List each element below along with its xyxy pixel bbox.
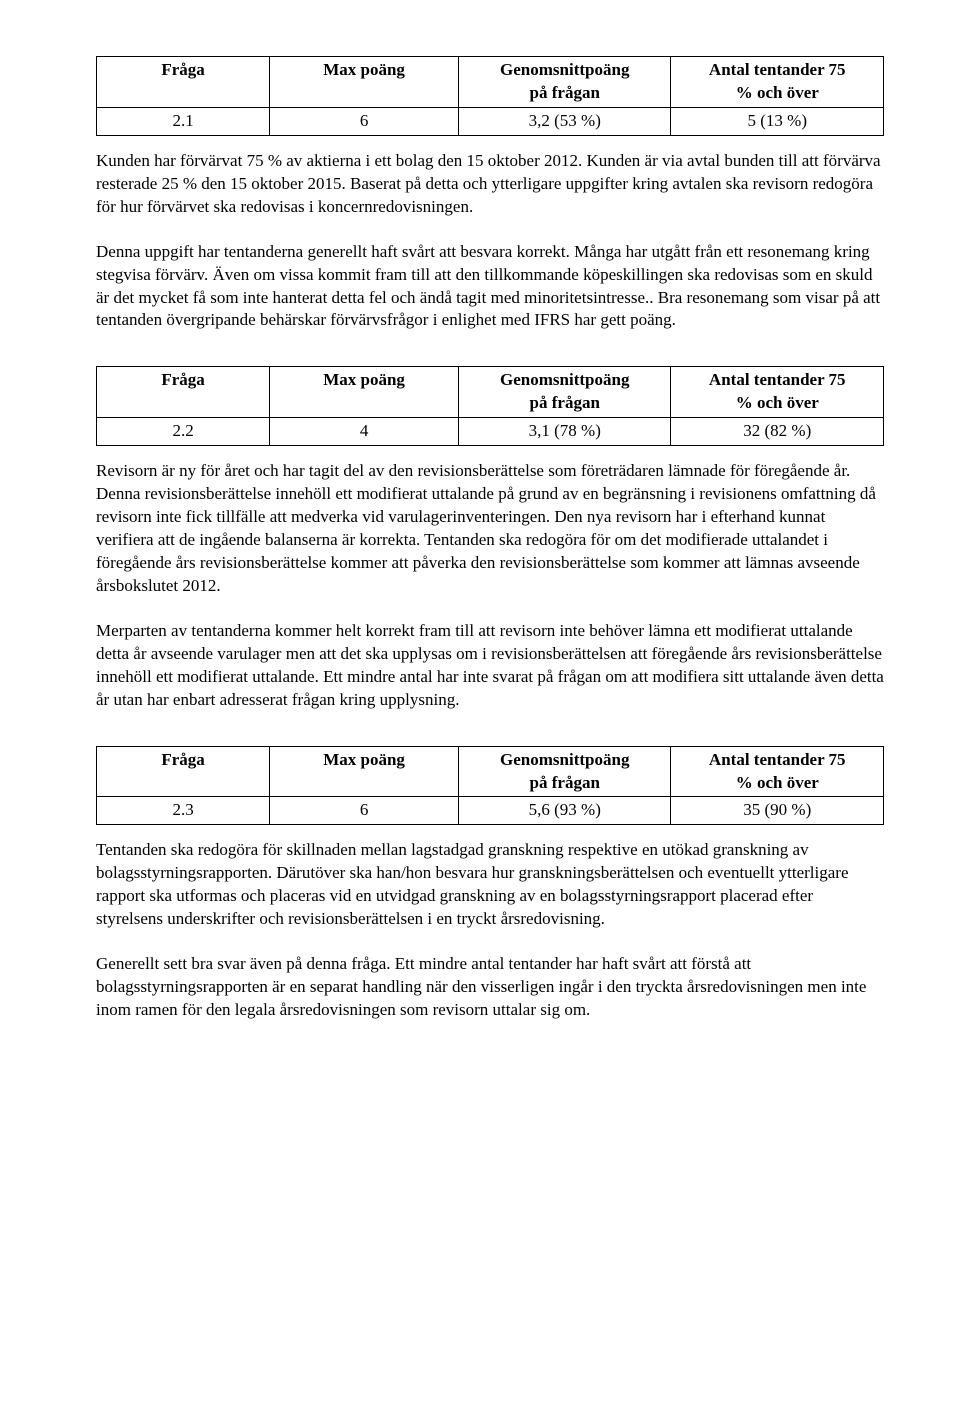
col-header-snitt-l1: Genomsnittpoäng	[500, 60, 629, 79]
col-header-snitt-l2: på frågan	[530, 773, 600, 792]
col-header-antal-l1: Antal tentander 75	[709, 370, 846, 389]
table-header-row: Fråga Max poäng Genomsnittpoäng på fråga…	[97, 57, 884, 108]
col-header-snitt-l2: på frågan	[530, 393, 600, 412]
table-row: 2.3 6 5,6 (93 %) 35 (90 %)	[97, 797, 884, 825]
col-header-fraga: Fråga	[97, 367, 270, 418]
col-header-fraga: Fråga	[97, 746, 270, 797]
cell-fraga: 2.2	[97, 418, 270, 446]
paragraph-s1p1: Kunden har förvärvat 75 % av aktierna i …	[96, 150, 884, 219]
paragraph-s3p1: Tentanden ska redogöra för skillnaden me…	[96, 839, 884, 931]
question-table-2-1: Fråga Max poäng Genomsnittpoäng på fråga…	[96, 56, 884, 136]
cell-snitt: 3,2 (53 %)	[459, 107, 671, 135]
cell-fraga: 2.3	[97, 797, 270, 825]
col-header-max: Max poäng	[270, 367, 459, 418]
cell-snitt: 5,6 (93 %)	[459, 797, 671, 825]
cell-antal: 35 (90 %)	[671, 797, 884, 825]
cell-antal: 32 (82 %)	[671, 418, 884, 446]
col-header-snitt-l2: på frågan	[530, 83, 600, 102]
cell-snitt: 3,1 (78 %)	[459, 418, 671, 446]
col-header-max: Max poäng	[270, 57, 459, 108]
table-row: 2.1 6 3,2 (53 %) 5 (13 %)	[97, 107, 884, 135]
col-header-antal: Antal tentander 75 % och över	[671, 57, 884, 108]
col-header-snitt-l1: Genomsnittpoäng	[500, 370, 629, 389]
col-header-antal-l2: % och över	[736, 393, 819, 412]
paragraph-s2p2: Merparten av tentanderna kommer helt kor…	[96, 620, 884, 712]
col-header-antal: Antal tentander 75 % och över	[671, 367, 884, 418]
cell-max: 4	[270, 418, 459, 446]
cell-max: 6	[270, 107, 459, 135]
col-header-antal: Antal tentander 75 % och över	[671, 746, 884, 797]
col-header-fraga: Fråga	[97, 57, 270, 108]
col-header-max: Max poäng	[270, 746, 459, 797]
col-header-snitt-l1: Genomsnittpoäng	[500, 750, 629, 769]
cell-antal: 5 (13 %)	[671, 107, 884, 135]
cell-max: 6	[270, 797, 459, 825]
col-header-snitt: Genomsnittpoäng på frågan	[459, 367, 671, 418]
col-header-snitt: Genomsnittpoäng på frågan	[459, 746, 671, 797]
paragraph-s3p2: Generellt sett bra svar även på denna fr…	[96, 953, 884, 1022]
question-table-2-2: Fråga Max poäng Genomsnittpoäng på fråga…	[96, 366, 884, 446]
col-header-antal-l1: Antal tentander 75	[709, 60, 846, 79]
cell-fraga: 2.1	[97, 107, 270, 135]
table-header-row: Fråga Max poäng Genomsnittpoäng på fråga…	[97, 746, 884, 797]
table-row: 2.2 4 3,1 (78 %) 32 (82 %)	[97, 418, 884, 446]
paragraph-s1p2: Denna uppgift har tentanderna generellt …	[96, 241, 884, 333]
col-header-antal-l2: % och över	[736, 83, 819, 102]
paragraph-s2p1: Revisorn är ny för året och har tagit de…	[96, 460, 884, 598]
col-header-snitt: Genomsnittpoäng på frågan	[459, 57, 671, 108]
question-table-2-3: Fråga Max poäng Genomsnittpoäng på fråga…	[96, 746, 884, 826]
col-header-antal-l2: % och över	[736, 773, 819, 792]
table-header-row: Fråga Max poäng Genomsnittpoäng på fråga…	[97, 367, 884, 418]
col-header-antal-l1: Antal tentander 75	[709, 750, 846, 769]
